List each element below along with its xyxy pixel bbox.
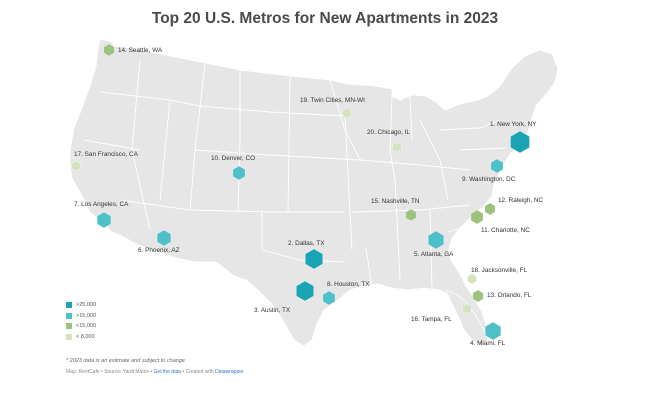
metro-label: 10. Denver, CO — [211, 155, 255, 162]
metro-marker[interactable] — [71, 160, 81, 172]
legend-item: < 8,000 — [66, 332, 96, 342]
map-title: Top 20 U.S. Metros for New Apartments in… — [151, 10, 499, 27]
legend-item: >25,000 — [66, 300, 96, 310]
metro-label: 6. Phoenix, AZ — [138, 247, 180, 254]
metro-labels: 1. New York, NY 2. Dallas, TX 3. Austin, T… — [74, 47, 543, 347]
metro-marker[interactable] — [467, 273, 477, 285]
metro-marker[interactable] — [484, 321, 502, 341]
us-landmass — [69, 38, 559, 347]
get-data-link[interactable]: Get the data — [153, 369, 182, 375]
metro-label: 12. Raleigh, NC — [498, 197, 543, 204]
metro-marker[interactable] — [510, 130, 530, 154]
metro-label: 18. Jacksonville, FL — [471, 267, 528, 274]
metro-marker[interactable] — [295, 280, 315, 302]
legend-label: >25,000 — [76, 302, 97, 308]
metro-label: 13. Orlando, FL — [487, 292, 532, 299]
metro-marker[interactable] — [490, 158, 504, 174]
metro-marker[interactable] — [103, 43, 115, 57]
us-mainland-shape — [69, 38, 559, 347]
metro-marker[interactable] — [472, 289, 484, 303]
metro-label: 2. Dallas, TX — [288, 240, 325, 247]
legend-swatch — [66, 312, 72, 319]
legend: >25,000 >15,000 <15,000 < 8,000 — [66, 300, 96, 342]
source-middle: • Created with — [182, 369, 214, 375]
metro-label: 5. Atlanta, GA — [414, 251, 454, 258]
metro-label: 20. Chicago, IL — [367, 129, 410, 136]
florida-shape — [445, 289, 489, 347]
metro-marker[interactable] — [304, 248, 324, 270]
metro-label: 9. Washington, DC — [462, 176, 516, 183]
metro-label: 17. San Francisco, CA — [74, 151, 139, 158]
metro-marker[interactable] — [462, 303, 472, 315]
metro-label: 19. Twin Cities, MN-WI — [300, 97, 365, 104]
legend-label: <15,000 — [76, 323, 97, 329]
metro-label: 4. Miami, FL — [470, 340, 506, 347]
metro-label: 3. Austin, TX — [254, 307, 291, 314]
metro-marker[interactable] — [405, 208, 417, 222]
metro-marker[interactable] — [484, 202, 496, 216]
metro-marker[interactable] — [392, 141, 402, 153]
metro-marker[interactable] — [96, 211, 112, 229]
metro-marker[interactable] — [342, 107, 352, 119]
metro-marker[interactable] — [232, 165, 246, 181]
legend-item: >15,000 — [66, 311, 96, 321]
footnote: * 2023 data is an estimate and subject t… — [66, 358, 185, 364]
legend-label: >15,000 — [76, 312, 97, 319]
source-prefix: Map: RentCafe • Source: Yardi Matrix • — [66, 369, 153, 375]
metro-marker[interactable] — [427, 230, 445, 250]
source-line: Map: RentCafe • Source: Yardi Matrix • G… — [66, 369, 244, 375]
metro-label: 8. Houston, TX — [327, 281, 370, 288]
metro-marker[interactable] — [322, 290, 336, 306]
metro-label: 14. Seattle, WA — [118, 47, 163, 54]
metro-label: 7. Los Angeles, CA — [74, 201, 129, 208]
metro-marker[interactable] — [156, 229, 172, 247]
state-borders — [83, 59, 506, 289]
metro-markers — [71, 43, 530, 341]
legend-swatch — [66, 333, 72, 340]
metro-marker[interactable] — [470, 209, 484, 225]
metro-label: 1. New York, NY — [490, 121, 537, 128]
metro-label: 16. Tampa, FL — [411, 316, 452, 323]
datawrapper-link[interactable]: Datawrapper — [215, 369, 244, 375]
legend-swatch — [66, 323, 72, 329]
metro-label: 15. Nashville, TN — [371, 198, 420, 205]
metro-label: 11. Charlotte, NC — [481, 227, 530, 234]
legend-swatch — [66, 302, 72, 308]
legend-item: <15,000 — [66, 321, 96, 331]
legend-label: < 8,000 — [76, 333, 95, 340]
